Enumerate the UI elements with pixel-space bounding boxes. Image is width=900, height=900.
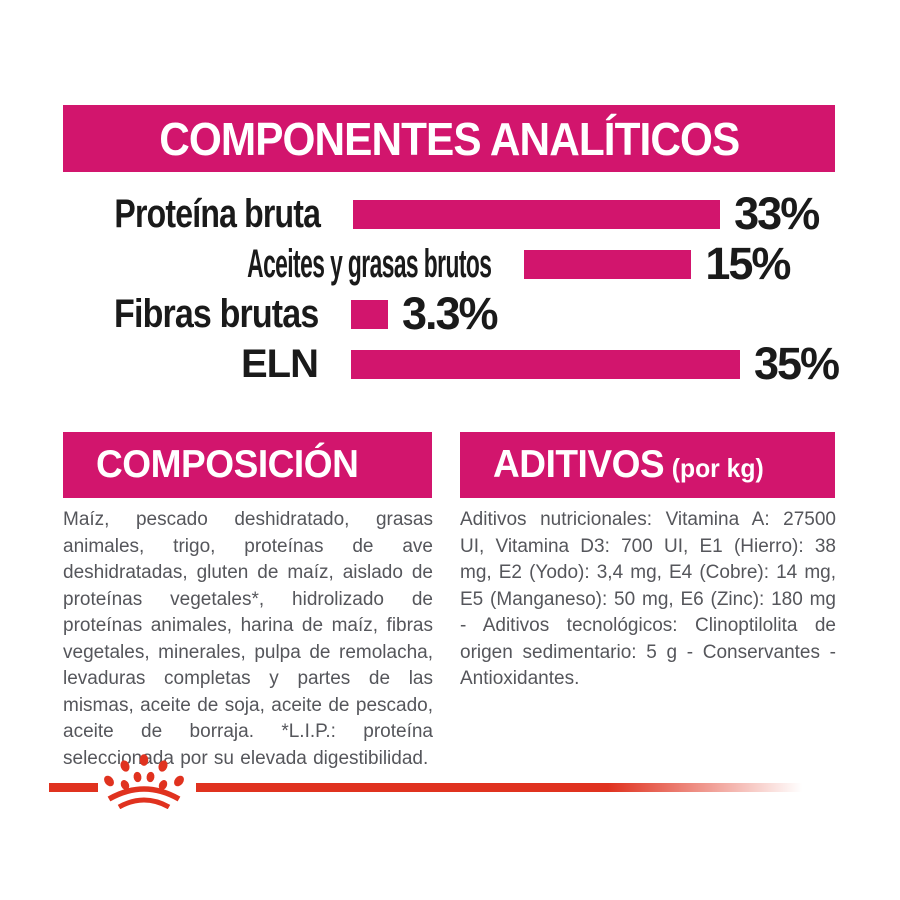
bar-label: ELN <box>241 341 319 386</box>
chart-row: ELN 35% <box>63 338 853 389</box>
bar <box>353 199 721 229</box>
bar <box>351 299 388 329</box>
analytical-components-bar-chart: Proteína bruta 33% Aceites y grasas brut… <box>63 188 853 389</box>
additives-title: ADITIVOS (por kg) <box>493 443 764 486</box>
composition-body-text: Maíz, pescado deshidratado, grasas anima… <box>63 509 433 769</box>
bar-label: Aceites y grasas brutos <box>247 241 492 286</box>
brand-line-right-segment <box>196 783 802 792</box>
bar-label: Proteína bruta <box>114 191 321 236</box>
analytical-components-header: COMPONENTES ANALÍTICOS <box>63 105 835 172</box>
chart-row: Aceites y grasas brutos 15% <box>63 238 853 289</box>
chart-row: Fibras brutas 3.3% <box>63 288 853 339</box>
chart-row: Proteína bruta 33% <box>63 188 853 239</box>
composition-title: COMPOSICIÓN <box>96 443 359 486</box>
bar <box>351 349 740 379</box>
additives-title-suffix: (por kg) <box>671 453 764 483</box>
bar-value: 33% <box>734 188 820 239</box>
bar-value: 15% <box>705 238 791 289</box>
analytical-components-title: COMPONENTES ANALÍTICOS <box>158 112 740 165</box>
bar-label: Fibras brutas <box>113 291 319 336</box>
bar <box>524 249 692 279</box>
additives-header: ADITIVOS (por kg) <box>460 432 835 498</box>
composition-header: COMPOSICIÓN <box>63 432 432 498</box>
bar-value: 35% <box>754 338 840 389</box>
brand-line-left-segment <box>49 783 98 792</box>
bar-value: 3.3% <box>402 288 499 339</box>
additives-body-text: Aditivos nutricionales: Vitamina A: 2750… <box>460 509 836 689</box>
